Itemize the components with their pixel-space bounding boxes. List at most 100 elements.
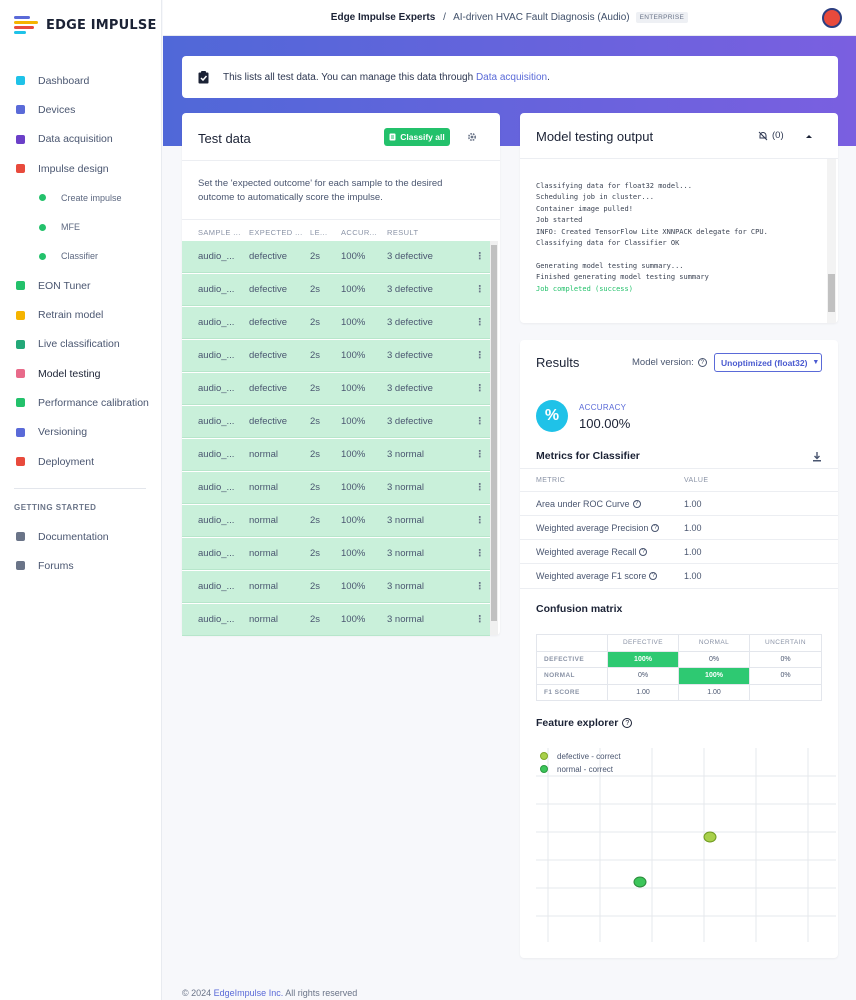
table-row[interactable]: audio_... normal 2s 100% 3 normal ⋮ — [182, 604, 490, 636]
col-length[interactable]: LE... — [310, 227, 328, 237]
help-icon[interactable]: ? — [632, 499, 641, 508]
sidebar-subitem-create-impulse[interactable]: Create impulse — [0, 183, 162, 212]
table-cell: audio_... — [198, 482, 235, 493]
top-bar: Edge Impulse Experts / AI-driven HVAC Fa… — [163, 0, 856, 36]
metric-row: Weighted average Recall? 1.00 — [520, 539, 838, 563]
table-cell: audio_... — [198, 515, 235, 526]
footer-link[interactable]: EdgeImpulse Inc. — [213, 988, 284, 998]
sidebar-item-devices[interactable]: Devices — [0, 95, 162, 124]
help-icon[interactable]: ? — [697, 358, 707, 367]
feature-explorer-plot[interactable]: defective - correct normal - correct — [536, 748, 836, 942]
user-avatar[interactable] — [822, 8, 842, 28]
notification-count: (0) — [772, 130, 784, 141]
test-data-card: Test data Classify all Set the 'expected… — [182, 113, 500, 636]
table-cell: normal — [249, 482, 279, 493]
breadcrumb-org[interactable]: Edge Impulse Experts — [330, 12, 436, 23]
notifications-toggle[interactable]: (0) — [758, 130, 784, 141]
row-menu-icon[interactable]: ⋮ — [475, 350, 485, 361]
row-menu-icon[interactable]: ⋮ — [475, 581, 485, 592]
download-icon[interactable] — [812, 452, 822, 462]
model-version-select[interactable]: Unoptimized (float32) ▼ — [714, 353, 822, 372]
log-scrollbar[interactable] — [827, 159, 836, 323]
sidebar-subitem-classifier[interactable]: Classifier — [0, 242, 162, 271]
table-cell: 3 normal — [387, 515, 424, 526]
row-menu-icon[interactable]: ⋮ — [475, 416, 485, 427]
table-cell: 3 normal — [387, 449, 424, 460]
help-icon[interactable]: ? — [639, 547, 648, 556]
sidebar-item-eon-tuner[interactable]: EON Tuner — [0, 271, 162, 300]
row-menu-icon[interactable]: ⋮ — [475, 251, 485, 262]
classify-all-button[interactable]: Classify all — [384, 128, 450, 146]
metrics-header: METRIC VALUE — [520, 468, 838, 492]
sidebar-item-performance-calibration[interactable]: Performance calibration — [0, 388, 162, 417]
table-cell: normal — [249, 548, 279, 559]
accuracy-icon: % — [536, 400, 568, 432]
metric-value: 1.00 — [684, 498, 702, 509]
row-menu-icon[interactable]: ⋮ — [475, 482, 485, 493]
table-cell: 100% — [341, 548, 366, 559]
rocket-icon — [14, 531, 26, 543]
row-menu-icon[interactable]: ⋮ — [475, 317, 485, 328]
sidebar-item-model-testing[interactable]: Model testing — [0, 359, 162, 388]
chat-icon — [14, 560, 26, 572]
table-cell: 3 normal — [387, 614, 424, 625]
sidebar-item-data-acquisition[interactable]: Data acquisition — [0, 125, 162, 154]
data-point-normal[interactable] — [633, 876, 647, 888]
test-data-scrollbar[interactable] — [490, 241, 498, 635]
cm-cell: 0% — [749, 667, 822, 685]
col-accuracy[interactable]: ACCUR... — [341, 227, 378, 237]
row-menu-icon[interactable]: ⋮ — [475, 548, 485, 559]
table-row[interactable]: audio_... defective 2s 100% 3 defective ⋮ — [182, 274, 490, 306]
gear-icon[interactable] — [467, 132, 477, 142]
sidebar-item-impulse-design[interactable]: Impulse design — [0, 154, 162, 183]
row-menu-icon[interactable]: ⋮ — [475, 383, 485, 394]
sidebar-item-documentation[interactable]: Documentation — [0, 522, 162, 551]
database-icon — [14, 133, 26, 145]
table-row[interactable]: audio_... defective 2s 100% 3 defective ⋮ — [182, 340, 490, 372]
collapse-caret-icon[interactable] — [805, 133, 813, 139]
data-point-defective[interactable] — [703, 831, 717, 843]
row-menu-icon[interactable]: ⋮ — [475, 284, 485, 295]
table-row[interactable]: audio_... defective 2s 100% 3 defective ⋮ — [182, 307, 490, 339]
table-row[interactable]: audio_... normal 2s 100% 3 normal ⋮ — [182, 472, 490, 504]
chevron-down-icon: ▼ — [812, 359, 820, 366]
help-icon[interactable]: ? — [651, 523, 660, 532]
col-sample[interactable]: SAMPLE ... — [198, 227, 241, 237]
sidebar-subitem-mfe[interactable]: MFE — [0, 212, 162, 241]
table-cell: 2s — [310, 581, 321, 592]
help-icon[interactable]: ? — [649, 571, 658, 580]
sidebar-item-versioning[interactable]: Versioning — [0, 418, 162, 447]
sidebar-item-dashboard[interactable]: Dashboard — [0, 66, 162, 95]
table-row[interactable]: audio_... normal 2s 100% 3 normal ⋮ — [182, 538, 490, 570]
row-menu-icon[interactable]: ⋮ — [475, 449, 485, 460]
row-menu-icon[interactable]: ⋮ — [475, 515, 485, 526]
table-cell: 2s — [310, 317, 321, 328]
sidebar-item-retrain-model[interactable]: Retrain model — [0, 300, 162, 329]
table-row[interactable]: audio_... normal 2s 100% 3 normal ⋮ — [182, 505, 490, 537]
brand-logo[interactable]: EDGE IMPULSE — [14, 16, 157, 34]
table-row[interactable]: audio_... defective 2s 100% 3 defective ⋮ — [182, 406, 490, 438]
log-text: Classifying data for float32 model... Sc… — [536, 182, 768, 282]
table-cell: 3 defective — [387, 284, 433, 295]
table-row[interactable]: audio_... normal 2s 100% 3 normal ⋮ — [182, 439, 490, 471]
row-menu-icon[interactable]: ⋮ — [475, 614, 485, 625]
table-row[interactable]: audio_... defective 2s 100% 3 defective ⋮ — [182, 373, 490, 405]
sidebar: EDGE IMPULSE Dashboard Devices Data acquis… — [0, 0, 162, 1000]
sidebar-item-forums[interactable]: Forums — [0, 551, 162, 580]
sidebar-item-live-classification[interactable]: Live classification — [0, 330, 162, 359]
col-result[interactable]: RESULT — [387, 227, 419, 237]
table-row[interactable]: audio_... defective 2s 100% 3 defective ⋮ — [182, 241, 490, 273]
sidebar-item-deployment[interactable]: Deployment — [0, 447, 162, 476]
breadcrumb-project[interactable]: AI-driven HVAC Fault Diagnosis (Audio) — [453, 12, 630, 23]
enterprise-badge: ENTERPRISE — [635, 12, 689, 23]
help-icon[interactable]: ? — [622, 718, 633, 728]
table-cell: audio_... — [198, 284, 235, 295]
table-row[interactable]: audio_... normal 2s 100% 3 normal ⋮ — [182, 571, 490, 603]
data-acquisition-link[interactable]: Data acquisition — [475, 71, 548, 83]
col-expected[interactable]: EXPECTED ... — [249, 227, 303, 237]
table-cell: 100% — [341, 449, 366, 460]
metric-value: 1.00 — [684, 522, 702, 533]
sidebar-item-label: Dashboard — [38, 74, 90, 87]
model-version-text: Model version: — [632, 357, 694, 368]
table-cell: 100% — [341, 614, 366, 625]
